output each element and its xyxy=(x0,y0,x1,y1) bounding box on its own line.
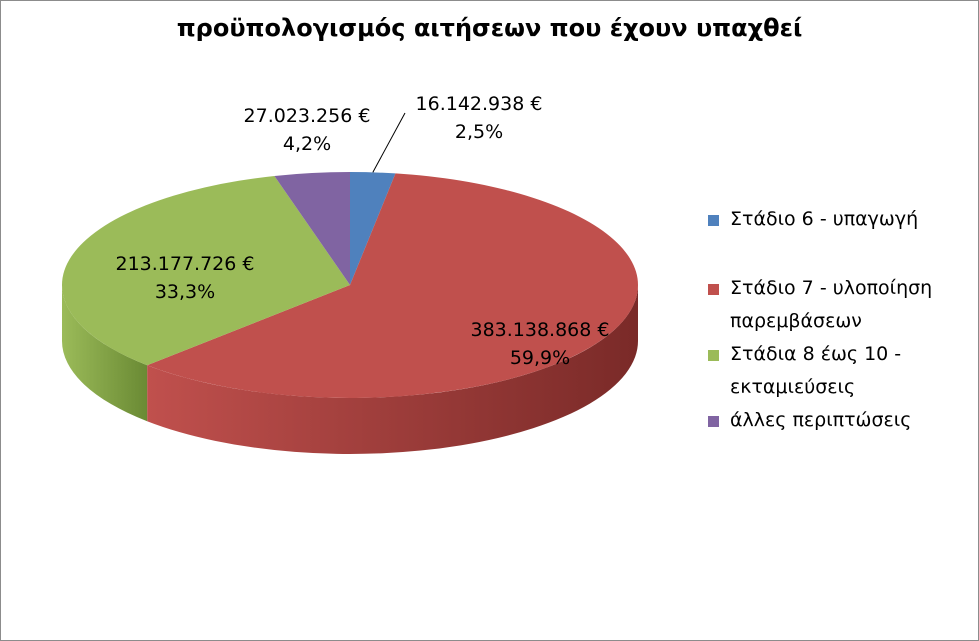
legend-label-stages8-10: Στάδια 8 έως 10 - εκταμιεύσεις xyxy=(730,343,902,398)
chart-title: προϋπολογισμός αιτήσεων που έχουν υπαχθε… xyxy=(176,14,803,42)
data-label-stage7: 383.138.868 € 59,9% xyxy=(455,316,625,372)
legend-label-stage7: Στάδιο 7 - υλοποίηση παρεμβάσεων xyxy=(730,277,933,332)
legend-swatch-stages8-10 xyxy=(708,350,719,361)
legend-swatch-other xyxy=(708,416,719,427)
value-label-stages8-10: 213.177.726 € xyxy=(115,253,255,275)
pie-side-stage7 xyxy=(147,285,638,455)
legend-label-other: άλλες περιπτώσεις xyxy=(730,409,912,431)
legend-item-other: άλλες περιπτώσεις xyxy=(708,404,973,437)
legend-item-stage7: Στάδιο 7 - υλοποίηση παρεμβάσεων xyxy=(708,272,973,338)
legend-label-stage6: Στάδιο 6 - υπαγωγή xyxy=(730,208,919,230)
pie-slice-stages8-10 xyxy=(62,175,350,366)
value-label-other: 27.023.256 € xyxy=(243,105,371,127)
pie-slice-other xyxy=(274,172,350,285)
pie-slice-stage6 xyxy=(350,172,396,285)
data-label-other: 27.023.256 € 4,2% xyxy=(232,102,382,158)
percent-label-stages8-10: 33,3% xyxy=(154,281,216,303)
value-label-stage7: 383.138.868 € xyxy=(470,319,610,341)
legend-item-stages8-10: Στάδια 8 έως 10 - εκταμιεύσεις xyxy=(708,338,973,404)
percent-label-other: 4,2% xyxy=(282,133,332,155)
percent-label-stage7: 59,9% xyxy=(509,347,571,369)
pie-side-stages8-10 xyxy=(62,285,148,422)
percent-label-stage6: 2,5% xyxy=(454,121,504,143)
legend-swatch-stage6 xyxy=(708,215,719,226)
legend-swatch-stage7 xyxy=(708,284,719,295)
data-label-stages8-10: 213.177.726 € 33,3% xyxy=(100,250,270,306)
legend-item-stage6: Στάδιο 6 - υπαγωγή xyxy=(708,203,973,236)
leader-line-stage6 xyxy=(372,112,406,173)
value-label-stage6: 16.142.938 € xyxy=(415,93,543,115)
legend: Στάδιο 6 - υπαγωγή Στάδιο 7 - υλοποίηση … xyxy=(708,203,973,437)
data-label-stage6: 16.142.938 € 2,5% xyxy=(404,90,554,146)
pie-slice-stage7 xyxy=(147,173,638,399)
